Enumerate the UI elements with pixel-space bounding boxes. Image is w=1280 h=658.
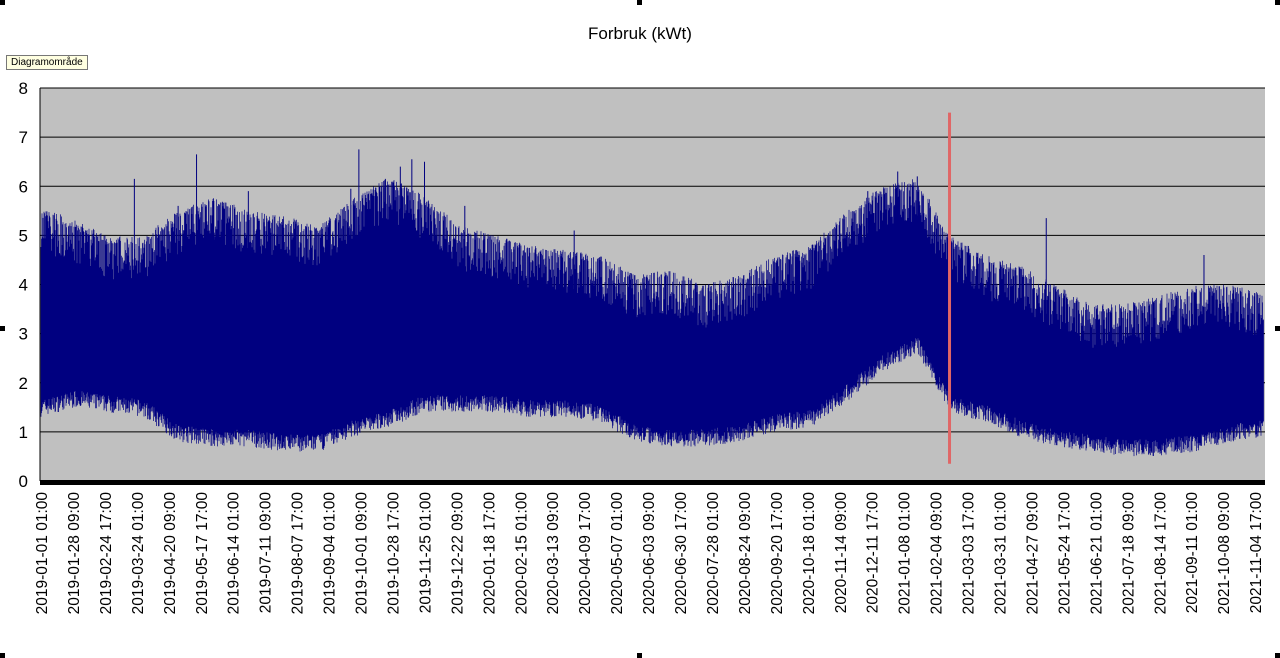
selection-handle-top-right[interactable] [1275,0,1280,5]
x-tick-label: 2021-01-08 01:00 [897,492,914,615]
x-tick-label: 2019-05-17 17:00 [194,492,211,615]
x-tick-label: 2019-04-20 09:00 [162,492,179,615]
selection-handle-mid-left[interactable] [0,326,5,331]
x-tick-label: 2019-10-01 09:00 [354,492,371,615]
x-tick-label: 2019-02-24 17:00 [98,492,115,615]
x-tick-label: 2020-04-09 17:00 [577,492,594,615]
y-tick-label: 2 [19,374,28,393]
x-tick-label: 2019-12-22 09:00 [449,492,466,615]
x-tick-label: 2021-09-11 01:00 [1184,492,1201,614]
x-tick-label: 2020-12-11 17:00 [865,492,882,614]
x-tick-label: 2020-06-03 09:00 [641,492,658,615]
y-tick-label: 7 [19,128,28,147]
x-tick-label: 2021-07-18 09:00 [1120,492,1137,615]
x-tick-label: 2020-11-14 09:00 [833,492,850,614]
selection-handle-bottom-right[interactable] [1275,653,1280,658]
y-tick-label: 1 [19,423,28,442]
x-tick-label: 2021-06-21 01:00 [1088,492,1105,615]
x-tick-labels: 2019-01-01 01:00 2019-01-28 09:00 2019-02-… [34,492,1265,615]
chart-title: Forbruk (kWt) [588,24,692,43]
x-tick-label: 2020-06-30 17:00 [673,492,690,615]
x-tick-label: 2021-04-27 09:00 [1024,492,1041,615]
x-tick-label: 2020-07-28 01:00 [705,492,722,615]
x-tick-label: 2020-03-13 09:00 [545,492,562,615]
x-tick-label: 2021-03-31 01:00 [993,492,1010,615]
x-tick-label: 2021-10-08 09:00 [1216,492,1233,615]
x-tick-label: 2019-07-11 09:00 [258,492,275,614]
y-tick-labels: 0 1 2 3 4 5 6 7 8 [19,79,28,491]
x-tick-label: 2021-02-04 09:00 [929,492,946,615]
selection-handle-top-left[interactable] [0,0,5,5]
series-consumption [40,179,1264,457]
x-tick-label: 2021-05-24 17:00 [1056,492,1073,615]
x-tick-label: 2019-11-25 01:00 [417,492,434,614]
x-tick-label: 2019-08-07 17:00 [290,492,307,615]
selection-handle-top-mid[interactable] [637,0,642,5]
x-tick-label: 2020-02-15 01:00 [513,492,530,615]
y-tick-label: 4 [19,276,28,295]
x-axis-bar [40,480,1265,485]
x-tick-label: 2019-09-04 01:00 [322,492,339,615]
x-tick-label: 2019-06-14 01:00 [226,492,243,615]
y-tick-label: 3 [19,325,28,344]
series-line [40,179,1264,457]
x-tick-label: 2020-10-18 01:00 [801,492,818,615]
x-tick-label: 2019-01-01 01:00 [34,492,51,615]
x-tick-label: 2020-05-07 01:00 [609,492,626,615]
y-tick-label: 5 [19,226,28,245]
x-tick-label: 2020-08-24 09:00 [737,492,754,615]
selection-handle-mid-right[interactable] [1275,326,1280,331]
x-tick-label: 2019-03-24 01:00 [130,492,147,615]
series-peaks [133,149,1205,401]
x-tick-label: 2021-08-14 17:00 [1152,492,1169,615]
x-tick-label: 2019-01-28 09:00 [66,492,83,615]
chart-area-tooltip: Diagramområde [6,55,88,70]
selection-handle-bottom-mid[interactable] [637,653,642,658]
x-tick-label: 2021-03-03 17:00 [961,492,978,615]
y-tick-label: 8 [19,79,28,98]
x-tick-label: 2020-01-18 17:00 [481,492,498,615]
x-tick-label: 2021-11-04 17:00 [1248,492,1265,614]
y-tick-label: 6 [19,177,28,196]
x-tick-label: 2020-09-20 17:00 [769,492,786,615]
selection-handle-bottom-left[interactable] [0,653,5,658]
y-tick-label: 0 [19,472,28,491]
x-tick-label: 2019-10-28 17:00 [385,492,402,615]
